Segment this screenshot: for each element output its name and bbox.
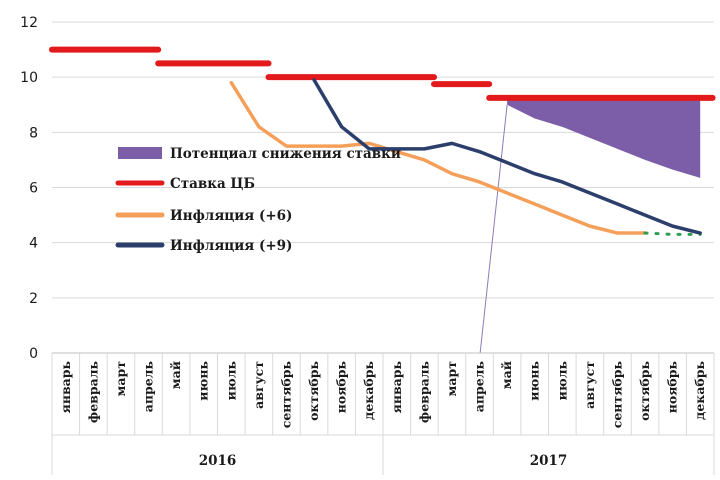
x-tick-label: июль [554,361,569,400]
x-tick-label: ноябрь [665,361,680,413]
x-tick-label: август [582,361,597,409]
potential-area [507,97,701,178]
y-tick-label: 0 [29,346,38,362]
x-tick-label: сентябрь [278,361,293,428]
year-label: 2017 [530,453,568,469]
x-tick-label: июль [223,361,238,400]
x-tick-label: январь [58,361,73,413]
x-tick-label: сентябрь [609,361,624,428]
x-tick-label: июнь [196,361,211,401]
legend-label: Инфляция (+9) [170,238,292,254]
area-layer [479,97,701,354]
year-label: 2016 [199,453,237,469]
legend-label: Инфляция (+6) [170,208,292,224]
x-tick-label: август [251,361,266,409]
series-line [312,78,702,235]
y-tick-label: 8 [29,125,38,141]
y-tick-label: 10 [20,70,38,86]
forecast-line [643,231,702,236]
x-tick-label: декабрь [361,361,376,420]
x-tick-label: октябрь [637,361,652,421]
x-tick-label: апрель [472,361,487,412]
legend: Потенциал снижения ставки Ставка ЦБ Инфляц… [115,146,401,254]
y-tick-label: 6 [29,181,38,197]
x-tick-label: ноябрь [334,361,349,413]
legend-label: Потенциал снижения ставки [170,146,401,162]
x-tick-label: декабрь [692,361,707,420]
x-tick-label: май [168,361,183,389]
x-tick-label: апрель [141,361,156,412]
y-tick-label: 2 [29,291,38,307]
series-line [229,80,647,235]
x-tick-label: март [444,361,459,397]
legend-swatch [118,147,162,159]
x-tick-label: октябрь [306,361,321,421]
connector-line [479,104,508,354]
x-tick-label: июнь [527,361,542,401]
y-tick-label: 12 [20,15,38,31]
x-tick-label: март [113,361,128,397]
grid-layer [52,21,714,354]
legend-label: Ставка ЦБ [170,176,255,192]
line-layer [49,46,716,236]
x-tick-label: май [499,361,514,389]
y-tick-label: 4 [29,236,38,252]
x-tick-label: февраль [416,361,431,423]
x-tick-label: январь [389,361,404,413]
x-tick-label: февраль [85,361,100,423]
